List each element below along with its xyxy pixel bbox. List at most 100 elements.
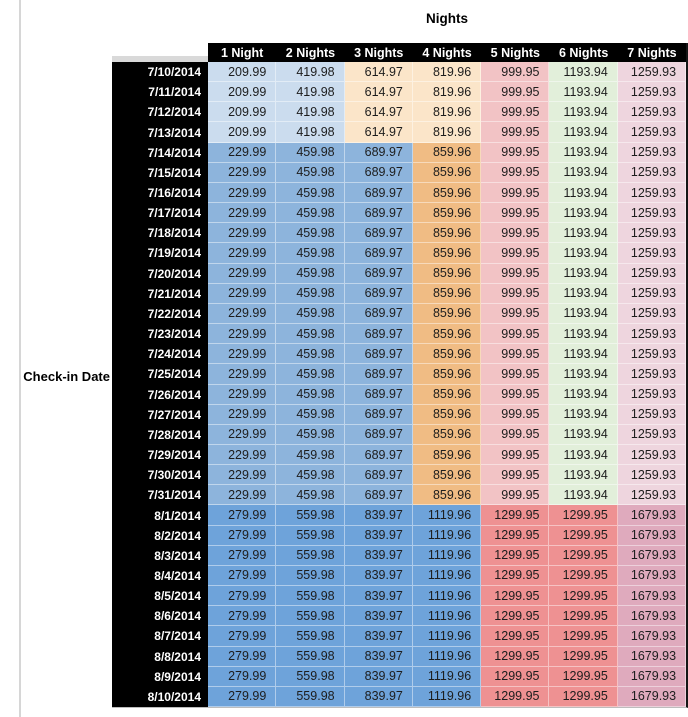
price-cell: 419.98 — [276, 82, 345, 103]
price-cell: 279.99 — [208, 586, 277, 607]
date-cell: 7/24/2014 — [112, 344, 208, 365]
price-cell: 279.99 — [208, 626, 277, 647]
date-cell: 7/23/2014 — [112, 324, 208, 345]
date-cell: 8/8/2014 — [112, 646, 208, 667]
column-header: 2 Nights — [276, 43, 345, 62]
price-cell: 459.98 — [276, 364, 345, 385]
price-cell: 1299.95 — [549, 686, 618, 707]
price-cell: 229.99 — [208, 485, 277, 506]
price-cell: 1259.93 — [617, 203, 687, 224]
price-cell: 689.97 — [344, 283, 413, 304]
price-cell: 1259.93 — [617, 223, 687, 244]
price-cell: 279.99 — [208, 686, 277, 707]
price-cell: 459.98 — [276, 424, 345, 445]
price-cell: 859.96 — [412, 142, 482, 163]
price-cell: 559.98 — [276, 606, 345, 627]
price-cell: 459.98 — [276, 182, 345, 204]
price-cell: 839.97 — [344, 686, 413, 707]
price-cell: 819.96 — [412, 122, 482, 143]
price-cell: 1259.93 — [617, 182, 687, 204]
price-cell: 1299.95 — [481, 686, 550, 707]
price-cell: 279.99 — [208, 646, 277, 667]
price-cell: 1679.93 — [617, 666, 687, 687]
price-cell: 1259.93 — [617, 263, 687, 284]
price-cell: 1259.93 — [617, 364, 687, 385]
price-cell: 1193.94 — [549, 384, 618, 405]
price-cell: 689.97 — [344, 223, 413, 244]
price-cell: 999.95 — [481, 62, 550, 83]
price-cell: 559.98 — [276, 505, 345, 526]
price-cell: 839.97 — [344, 545, 413, 566]
price-cell: 999.95 — [481, 444, 550, 466]
price-cell: 229.99 — [208, 142, 277, 163]
price-cell: 999.95 — [481, 465, 550, 486]
price-cell: 1299.95 — [481, 525, 550, 546]
date-cell: 7/26/2014 — [112, 384, 208, 405]
price-cell: 999.95 — [481, 142, 550, 163]
price-cell: 839.97 — [344, 646, 413, 667]
price-cell: 419.98 — [276, 102, 345, 123]
price-cell: 229.99 — [208, 283, 277, 304]
price-cell: 459.98 — [276, 444, 345, 466]
price-cell: 229.99 — [208, 424, 277, 445]
price-cell: 1119.96 — [412, 666, 482, 687]
price-cell: 859.96 — [412, 182, 482, 204]
price-cell: 1299.95 — [481, 565, 550, 587]
price-cell: 209.99 — [208, 102, 277, 123]
price-cell: 1299.95 — [549, 586, 618, 607]
price-cell: 614.97 — [344, 102, 413, 123]
price-cell: 819.96 — [412, 102, 482, 123]
price-cell: 1193.94 — [549, 243, 618, 264]
price-cell: 459.98 — [276, 263, 345, 284]
price-cell: 1679.93 — [617, 686, 687, 707]
price-cell: 1299.95 — [549, 545, 618, 566]
price-cell: 614.97 — [344, 82, 413, 103]
price-cell: 279.99 — [208, 666, 277, 687]
date-cell: 8/10/2014 — [112, 686, 208, 707]
price-cell: 1193.94 — [549, 283, 618, 304]
price-cell: 859.96 — [412, 424, 482, 445]
price-cell: 1119.96 — [412, 626, 482, 647]
price-cell: 1299.95 — [481, 646, 550, 667]
price-cell: 1299.95 — [481, 606, 550, 627]
price-cell: 229.99 — [208, 444, 277, 466]
nights-axis-title: Nights — [426, 11, 468, 26]
price-cell: 1193.94 — [549, 223, 618, 244]
price-cell: 229.99 — [208, 223, 277, 244]
price-cell: 229.99 — [208, 203, 277, 224]
price-cell: 859.96 — [412, 223, 482, 244]
price-cell: 559.98 — [276, 646, 345, 667]
price-cell: 614.97 — [344, 122, 413, 143]
price-cell: 229.99 — [208, 162, 277, 183]
column-header: 6 Nights — [549, 43, 618, 62]
price-cell: 1259.93 — [617, 444, 687, 466]
price-cell: 1119.96 — [412, 505, 482, 526]
price-cell: 1193.94 — [549, 465, 618, 486]
date-cell: 7/19/2014 — [112, 243, 208, 264]
price-cell: 1193.94 — [549, 62, 618, 83]
price-cell: 1259.93 — [617, 324, 687, 345]
worksheet-edge-gridline — [19, 0, 21, 717]
price-cell: 859.96 — [412, 444, 482, 466]
price-cell: 999.95 — [481, 344, 550, 365]
price-cell: 999.95 — [481, 485, 550, 506]
price-cell: 209.99 — [208, 82, 277, 103]
price-cell: 1259.93 — [617, 404, 687, 425]
price-cell: 1299.95 — [481, 666, 550, 687]
price-cell: 839.97 — [344, 586, 413, 607]
price-cell: 1299.95 — [549, 626, 618, 647]
price-cell: 999.95 — [481, 384, 550, 405]
price-cell: 1259.93 — [617, 142, 687, 163]
price-cell: 1299.95 — [549, 525, 618, 546]
price-cell: 689.97 — [344, 263, 413, 284]
price-cell: 1259.93 — [617, 303, 687, 325]
price-cell: 999.95 — [481, 364, 550, 385]
price-cell: 689.97 — [344, 203, 413, 224]
price-cell: 689.97 — [344, 465, 413, 486]
price-cell: 999.95 — [481, 102, 550, 123]
price-cell: 1193.94 — [549, 142, 618, 163]
price-cell: 1193.94 — [549, 364, 618, 385]
price-cell: 689.97 — [344, 424, 413, 445]
price-cell: 689.97 — [344, 303, 413, 325]
price-cell: 1679.93 — [617, 545, 687, 566]
